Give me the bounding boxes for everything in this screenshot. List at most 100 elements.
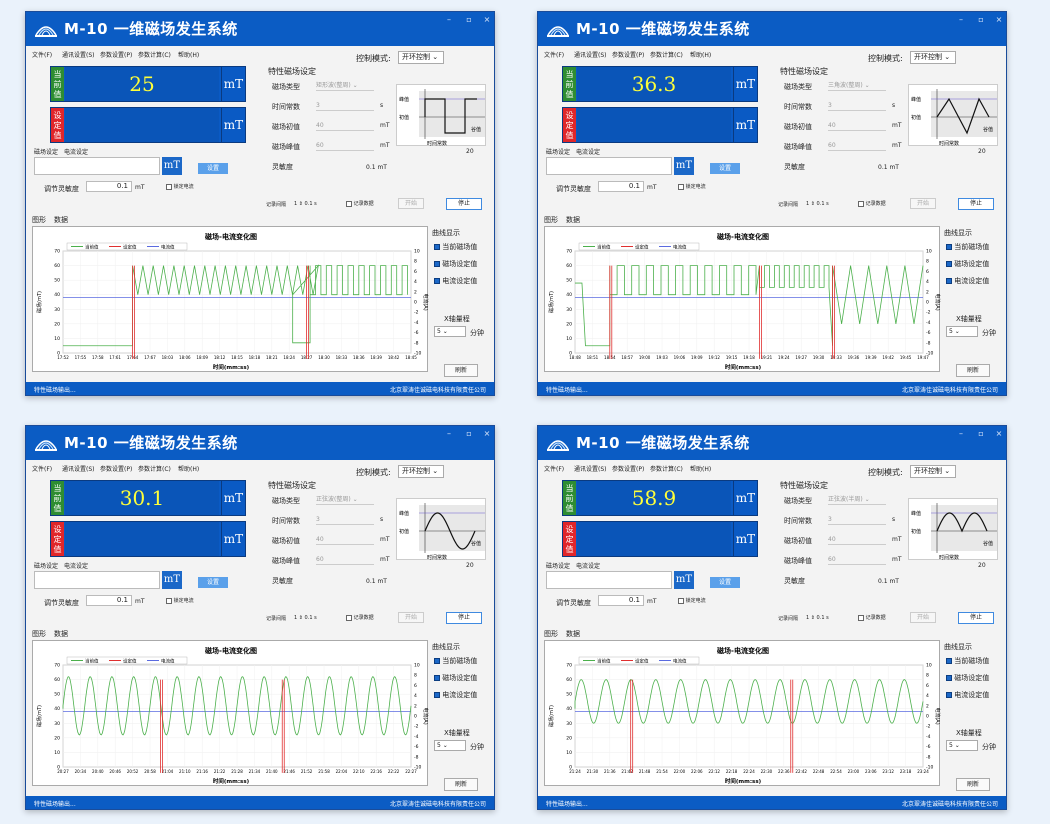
maximize-icon[interactable]: ▫	[978, 429, 984, 438]
setting-tab[interactable]: 电流设定	[576, 149, 601, 156]
set-button[interactable]: 设置	[198, 577, 228, 588]
setting-tab[interactable]: 磁场设定	[546, 149, 571, 156]
set-value-input[interactable]	[34, 571, 160, 589]
field-param-input[interactable]: 三角波(整周) ⌄	[828, 80, 886, 91]
maximize-icon[interactable]: ▫	[466, 429, 472, 438]
checkbox-checked-icon[interactable]	[946, 244, 952, 250]
stop-button[interactable]: 停止	[446, 198, 482, 210]
menu-item[interactable]: 参数计算(C)	[650, 52, 683, 59]
main-tab[interactable]: 数据	[54, 630, 68, 638]
menu-item[interactable]: 参数设置(P)	[100, 52, 133, 59]
field-param-input[interactable]: 60	[828, 140, 886, 151]
set-value-input[interactable]	[34, 157, 160, 175]
sensitivity-input[interactable]: 0.1	[86, 595, 132, 606]
minimize-icon[interactable]: –	[447, 15, 451, 24]
menu-item[interactable]: 通讯设置(S)	[574, 52, 607, 59]
setting-tab[interactable]: 电流设定	[64, 149, 89, 156]
field-param-input[interactable]: 40	[316, 120, 374, 131]
close-icon[interactable]: ×	[483, 15, 491, 24]
menu-item[interactable]: 文件(F)	[544, 466, 565, 473]
field-param-input[interactable]: 40	[828, 120, 886, 131]
checkbox-checked-icon[interactable]	[946, 692, 952, 698]
record-interval-input[interactable]: 1 ⇕ 0.1 s	[806, 201, 829, 207]
checkbox-icon[interactable]	[346, 614, 352, 621]
set-value-input[interactable]	[546, 571, 672, 589]
sensitivity-input[interactable]: 0.1	[86, 181, 132, 192]
minimize-icon[interactable]: –	[447, 429, 451, 438]
menu-item[interactable]: 参数设置(P)	[100, 466, 133, 473]
close-icon[interactable]: ×	[483, 429, 491, 438]
unit-button[interactable]: mT	[162, 157, 182, 175]
menu-item[interactable]: 通讯设置(S)	[62, 52, 95, 59]
close-icon[interactable]: ×	[995, 429, 1003, 438]
menu-item[interactable]: 参数计算(C)	[138, 466, 171, 473]
record-data-checkbox[interactable]: 记录数据	[858, 200, 886, 207]
setting-tab[interactable]: 磁场设定	[34, 149, 59, 156]
refresh-button[interactable]: 刷新	[444, 364, 478, 377]
record-interval-input[interactable]: 1 ⇕ 0.1 s	[294, 615, 317, 621]
menu-item[interactable]: 帮助(H)	[690, 52, 712, 59]
menu-item[interactable]: 通讯设置(S)	[574, 466, 607, 473]
curve-checkbox[interactable]: 电流设定值	[434, 690, 477, 700]
menu-item[interactable]: 参数计算(C)	[138, 52, 171, 59]
field-param-input[interactable]: 60	[316, 554, 374, 565]
checkbox-icon[interactable]	[166, 597, 172, 604]
menu-item[interactable]: 文件(F)	[544, 52, 565, 59]
menu-item[interactable]: 参数设置(P)	[612, 52, 645, 59]
field-param-input[interactable]: 60	[316, 140, 374, 151]
field-param-input[interactable]: 40	[828, 534, 886, 545]
record-data-checkbox[interactable]: 记录数据	[858, 614, 886, 621]
field-param-input[interactable]: 正弦波(整周) ⌄	[316, 494, 374, 505]
field-param-input[interactable]: 正弦波(半周) ⌄	[828, 494, 886, 505]
checkbox-checked-icon[interactable]	[946, 675, 952, 681]
field-param-input[interactable]: 矩形波(整周) ⌄	[316, 80, 374, 91]
x-range-select[interactable]: 5 ⌄	[946, 326, 978, 337]
refresh-button[interactable]: 刷新	[956, 364, 990, 377]
refresh-button[interactable]: 刷新	[444, 778, 478, 791]
main-tab[interactable]: 数据	[54, 216, 68, 224]
curve-checkbox[interactable]: 当前磁场值	[434, 242, 477, 252]
set-button[interactable]: 设置	[710, 163, 740, 174]
main-tab[interactable]: 数据	[566, 630, 580, 638]
control-mode-select[interactable]: 开环控制 ⌄	[398, 465, 444, 478]
checkbox-icon[interactable]	[858, 614, 864, 621]
unit-button[interactable]: mT	[162, 571, 182, 589]
menu-item[interactable]: 帮助(H)	[690, 466, 712, 473]
main-tab[interactable]: 数据	[566, 216, 580, 224]
close-icon[interactable]: ×	[995, 15, 1003, 24]
sensitivity-input[interactable]: 0.1	[598, 595, 644, 606]
setting-tab[interactable]: 电流设定	[576, 563, 601, 570]
lock-current-checkbox[interactable]: 锁定电流	[166, 597, 194, 604]
x-range-select[interactable]: 5 ⌄	[434, 326, 466, 337]
minimize-icon[interactable]: –	[959, 429, 963, 438]
curve-checkbox[interactable]: 磁场设定值	[946, 673, 989, 683]
checkbox-checked-icon[interactable]	[434, 261, 440, 267]
curve-checkbox[interactable]: 电流设定值	[946, 276, 989, 286]
field-param-input[interactable]: 3	[828, 514, 886, 525]
set-button[interactable]: 设置	[710, 577, 740, 588]
curve-checkbox[interactable]: 当前磁场值	[434, 656, 477, 666]
main-tab[interactable]: 图形	[544, 630, 558, 638]
setting-tab[interactable]: 磁场设定	[34, 563, 59, 570]
checkbox-icon[interactable]	[678, 183, 684, 190]
field-param-input[interactable]: 3	[316, 100, 374, 111]
minimize-icon[interactable]: –	[959, 15, 963, 24]
control-mode-select[interactable]: 开环控制 ⌄	[910, 465, 956, 478]
main-tab[interactable]: 图形	[544, 216, 558, 224]
checkbox-checked-icon[interactable]	[946, 278, 952, 284]
refresh-button[interactable]: 刷新	[956, 778, 990, 791]
record-data-checkbox[interactable]: 记录数据	[346, 200, 374, 207]
checkbox-icon[interactable]	[346, 200, 352, 207]
menu-item[interactable]: 参数设置(P)	[612, 466, 645, 473]
menu-item[interactable]: 帮助(H)	[178, 52, 200, 59]
checkbox-checked-icon[interactable]	[434, 658, 440, 664]
curve-checkbox[interactable]: 电流设定值	[946, 690, 989, 700]
maximize-icon[interactable]: ▫	[466, 15, 472, 24]
stop-button[interactable]: 停止	[958, 198, 994, 210]
field-param-input[interactable]: 3	[316, 514, 374, 525]
unit-button[interactable]: mT	[674, 157, 694, 175]
x-range-select[interactable]: 5 ⌄	[946, 740, 978, 751]
checkbox-icon[interactable]	[678, 597, 684, 604]
start-button[interactable]: 开始	[398, 612, 424, 623]
lock-current-checkbox[interactable]: 锁定电流	[678, 597, 706, 604]
